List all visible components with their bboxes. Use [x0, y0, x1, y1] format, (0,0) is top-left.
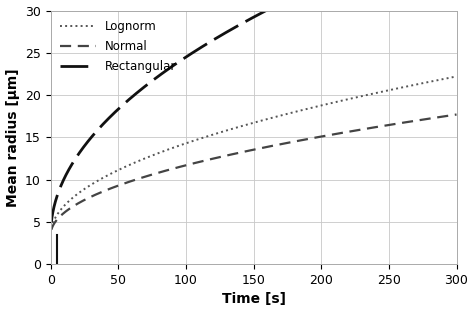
Lognorm [442, 77, 447, 81]
Normal [442, 115, 447, 118]
X-axis label: Time [s]: Time [s] [222, 292, 286, 306]
Lognorm [69, 197, 75, 200]
Normal [246, 149, 251, 153]
Rectangular [48, 220, 54, 224]
Rectangular [235, 24, 240, 28]
Legend: Lognorm, Normal, Rectangular: Lognorm, Normal, Rectangular [55, 15, 181, 78]
Y-axis label: Mean radius [µm]: Mean radius [µm] [6, 68, 19, 207]
Normal [69, 205, 75, 209]
Rectangular [246, 18, 251, 22]
Normal [454, 113, 459, 116]
Lognorm [246, 122, 251, 126]
Line: Rectangular: Rectangular [51, 0, 456, 222]
Lognorm [454, 75, 459, 78]
Normal [235, 151, 240, 155]
Lognorm [367, 92, 373, 96]
Lognorm [48, 226, 54, 230]
Line: Lognorm: Lognorm [51, 76, 456, 228]
Lognorm [235, 125, 240, 129]
Line: Normal: Normal [51, 115, 456, 230]
Normal [442, 115, 447, 118]
Normal [48, 228, 54, 232]
Rectangular [69, 162, 75, 166]
Normal [367, 126, 373, 130]
Lognorm [442, 77, 447, 80]
